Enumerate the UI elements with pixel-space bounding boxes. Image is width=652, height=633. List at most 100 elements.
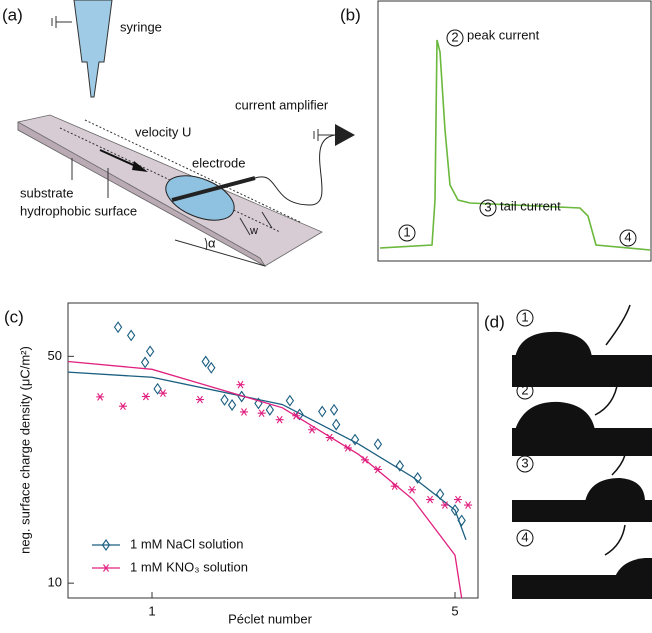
- point: [158, 389, 167, 397]
- point: [118, 402, 127, 411]
- step-circle: [446, 29, 464, 47]
- photo-floor: [512, 428, 652, 456]
- step-circle: [516, 455, 534, 473]
- angle-line: [174, 239, 266, 267]
- point: [220, 393, 229, 406]
- point: [329, 403, 339, 416]
- point: [464, 501, 473, 509]
- step-number: 3: [521, 455, 528, 470]
- point: [96, 393, 105, 401]
- point: [201, 355, 210, 368]
- point: [207, 361, 216, 374]
- trace: [379, 39, 651, 251]
- frame: [377, 0, 652, 262]
- point: [343, 444, 352, 452]
- point: [450, 504, 460, 516]
- annotation: peak current: [467, 27, 540, 42]
- syringe: [73, 0, 113, 98]
- electrode: [611, 454, 626, 476]
- point: [453, 495, 462, 504]
- wire: [254, 134, 336, 206]
- point: [257, 409, 266, 418]
- step-number: 4: [521, 529, 528, 544]
- step-number: 1: [521, 309, 528, 324]
- y-tick-label: 10: [48, 575, 62, 590]
- annotation: tail current: [500, 198, 561, 213]
- point: [350, 433, 360, 446]
- point: [413, 471, 422, 484]
- y-axis-label: neg. surface charge density (μC/m²): [17, 346, 32, 554]
- panel-d: (d) 1 2 3 4: [484, 304, 652, 599]
- point: [332, 418, 341, 431]
- point: [141, 392, 150, 401]
- step-circle: [516, 529, 534, 547]
- photo-floor: [512, 355, 652, 387]
- point: [239, 408, 248, 416]
- panel-label: (a): [2, 5, 23, 24]
- label: velocity U: [135, 124, 191, 139]
- point: [275, 415, 284, 424]
- point: [361, 455, 370, 464]
- plot-frame: [67, 302, 479, 599]
- photo: [512, 304, 652, 599]
- point: [295, 408, 304, 421]
- point: [140, 356, 150, 369]
- label: electrode: [192, 155, 245, 170]
- point: [227, 399, 237, 411]
- panel-label: (d): [484, 312, 505, 331]
- droplet: [615, 558, 652, 577]
- fit-line: [67, 371, 467, 541]
- x-axis-label: Péclet number: [228, 611, 312, 626]
- amplifier: [335, 124, 355, 146]
- step-number: 2: [451, 29, 458, 44]
- panel-c: (c) Péclet number neg. surface charge de…: [4, 302, 479, 626]
- x-tick-label: 5: [451, 603, 458, 618]
- electrode: [605, 304, 631, 346]
- panel-a: (a) syringe current amplifier velocity U…: [2, 0, 355, 268]
- label: α: [208, 235, 216, 250]
- step-circle: [516, 382, 534, 400]
- legend-label: 1 mM NaCl solution: [130, 536, 243, 551]
- step-circle: [619, 229, 637, 247]
- photo-floor: [512, 575, 652, 599]
- electrode: [594, 379, 619, 416]
- point: [153, 382, 162, 395]
- point: [408, 485, 417, 494]
- point: [395, 459, 405, 472]
- point: [426, 495, 435, 504]
- label: w: [249, 225, 258, 237]
- point: [373, 465, 382, 474]
- label: syringe: [120, 19, 162, 34]
- electrode: [171, 176, 256, 202]
- legend-marker: [101, 539, 111, 551]
- point: [457, 514, 466, 527]
- droplet: [585, 478, 645, 502]
- point: [318, 405, 327, 418]
- photo-floor: [512, 500, 652, 522]
- point: [435, 488, 445, 501]
- legend-marker: [102, 564, 110, 572]
- point: [195, 395, 204, 404]
- step-circle: [479, 199, 497, 217]
- point: [373, 438, 383, 451]
- step-number: 1: [403, 224, 410, 239]
- step-number: 2: [521, 382, 528, 397]
- electrode: [604, 524, 626, 556]
- droplet: [515, 401, 595, 430]
- width-mark: [239, 217, 251, 236]
- panel-b: (b) 2 peak current 3 tail current 1 4: [340, 0, 652, 262]
- step-number: 3: [484, 199, 491, 214]
- point: [308, 425, 317, 434]
- point: [285, 394, 295, 407]
- point: [113, 321, 123, 334]
- x-tick-label: 1: [148, 603, 155, 618]
- step-circle: [516, 309, 534, 327]
- label: current amplifier: [235, 97, 329, 112]
- width-mark: [261, 211, 273, 229]
- panel-label: (b): [340, 5, 361, 24]
- label: substrate: [20, 185, 73, 200]
- point: [265, 403, 275, 416]
- fit-line: [67, 360, 463, 599]
